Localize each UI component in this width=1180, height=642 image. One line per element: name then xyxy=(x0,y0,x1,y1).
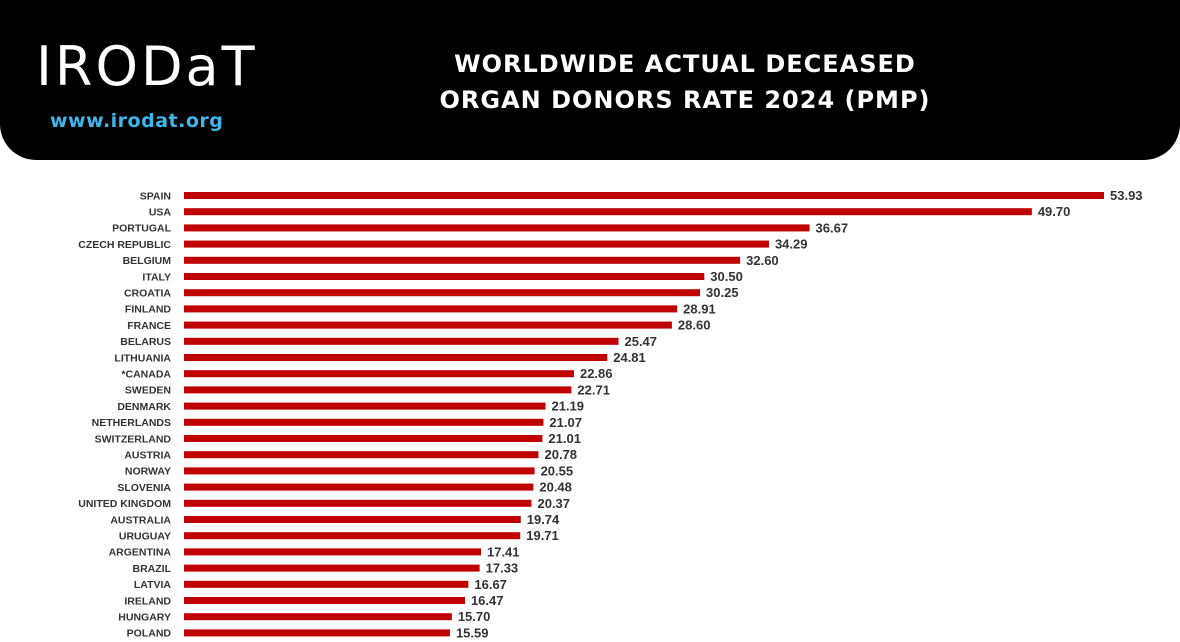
bar xyxy=(184,548,481,556)
bar xyxy=(184,321,672,329)
bar xyxy=(184,305,678,313)
category-label: DENMARK xyxy=(117,401,171,413)
category-label: SLOVENIA xyxy=(117,482,171,494)
category-label: ARGENTINA xyxy=(109,547,172,559)
value-label: 28.91 xyxy=(683,301,716,316)
bar xyxy=(184,240,769,248)
value-label: 20.78 xyxy=(544,447,577,462)
category-label: IRELAND xyxy=(124,595,171,607)
value-label: 19.71 xyxy=(526,528,559,543)
title-line-1: WORLDWIDE ACTUAL DECEASED xyxy=(454,50,916,78)
bar xyxy=(184,386,572,394)
value-label: 20.37 xyxy=(537,496,570,511)
bar xyxy=(184,256,741,264)
header-banner: IRODaT www.irodat.org WORLDWIDE ACTUAL D… xyxy=(0,0,1180,160)
category-label: SPAIN xyxy=(140,190,171,202)
bar xyxy=(184,564,480,572)
value-label: 15.59 xyxy=(456,625,489,640)
value-label: 20.48 xyxy=(539,480,572,495)
value-label: 24.81 xyxy=(613,350,646,365)
bar xyxy=(184,337,619,345)
value-label: 30.50 xyxy=(710,269,743,284)
value-label: 34.29 xyxy=(775,237,808,252)
bar xyxy=(184,499,532,507)
bar xyxy=(184,418,544,426)
category-label: LATVIA xyxy=(134,579,172,591)
category-label: AUSTRIA xyxy=(124,450,171,462)
category-label: BELGIUM xyxy=(123,255,172,267)
bar xyxy=(184,580,469,588)
category-label: CZECH REPUBLIC xyxy=(78,239,171,251)
title-line-2: ORGAN DONORS RATE 2024 (PMP) xyxy=(439,86,931,114)
category-label: FRANCE xyxy=(127,320,171,332)
value-label: 21.01 xyxy=(548,431,581,446)
category-label: UNITED KINGDOM xyxy=(78,498,171,510)
category-label: POLAND xyxy=(127,628,172,640)
value-label: 32.60 xyxy=(746,253,779,268)
bar xyxy=(184,273,705,280)
bar xyxy=(184,224,810,232)
value-label: 21.07 xyxy=(549,415,582,430)
category-label: NORWAY xyxy=(125,466,171,478)
category-label: PORTUGAL xyxy=(112,223,172,235)
value-label: 30.25 xyxy=(706,285,739,300)
category-label: ITALY xyxy=(142,271,171,283)
bar xyxy=(184,532,521,540)
bar xyxy=(184,354,608,361)
category-label: CROATIA xyxy=(124,288,171,300)
bar-chart: SPAIN 53.93 USA 49.70 PORTUGAL 36.67 CZECH REP… xyxy=(78,188,1143,640)
bar xyxy=(184,370,574,378)
value-label: 53.93 xyxy=(1110,188,1143,203)
category-label: BRAZIL xyxy=(133,563,172,575)
value-label: 20.55 xyxy=(541,463,574,478)
website-url[interactable]: www.irodat.org xyxy=(50,110,224,132)
value-label: 28.60 xyxy=(678,318,711,333)
bar xyxy=(184,629,450,637)
page-title: WORLDWIDE ACTUAL DECEASED ORGAN DONORS R… xyxy=(420,46,950,118)
value-label: 22.86 xyxy=(580,366,613,381)
category-label: LITHUANIA xyxy=(114,352,171,364)
category-label: URUGUAY xyxy=(119,531,171,543)
category-label: BELARUS xyxy=(120,336,171,348)
bar xyxy=(184,435,543,442)
bar xyxy=(184,483,534,491)
value-label: 36.67 xyxy=(816,220,849,235)
value-label: 16.47 xyxy=(471,593,504,608)
bar xyxy=(184,289,701,297)
bar xyxy=(184,402,546,410)
category-label: USA xyxy=(149,207,172,219)
value-label: 22.71 xyxy=(577,382,610,397)
category-label: HUNGARY xyxy=(118,612,171,624)
category-label: AUSTRALIA xyxy=(110,514,171,526)
bar xyxy=(184,208,1032,216)
bar xyxy=(184,467,535,475)
value-label: 17.41 xyxy=(487,544,520,559)
value-label: 25.47 xyxy=(624,334,657,349)
bar xyxy=(184,597,465,604)
bar xyxy=(184,516,521,523)
value-label: 49.70 xyxy=(1038,204,1071,219)
category-label: *CANADA xyxy=(121,369,171,381)
irodat-logo: IRODaT xyxy=(36,35,258,98)
category-label: NETHERLANDS xyxy=(92,417,171,429)
bar xyxy=(184,192,1104,199)
value-label: 15.70 xyxy=(458,609,491,624)
value-label: 19.74 xyxy=(527,512,560,527)
value-label: 16.67 xyxy=(474,577,507,592)
category-label: SWEDEN xyxy=(125,385,171,397)
bar xyxy=(184,613,452,621)
category-label: SWITZERLAND xyxy=(95,433,172,445)
category-label: FINLAND xyxy=(125,304,171,316)
value-label: 17.33 xyxy=(486,561,519,576)
value-label: 21.19 xyxy=(551,399,584,414)
bar xyxy=(184,451,539,459)
